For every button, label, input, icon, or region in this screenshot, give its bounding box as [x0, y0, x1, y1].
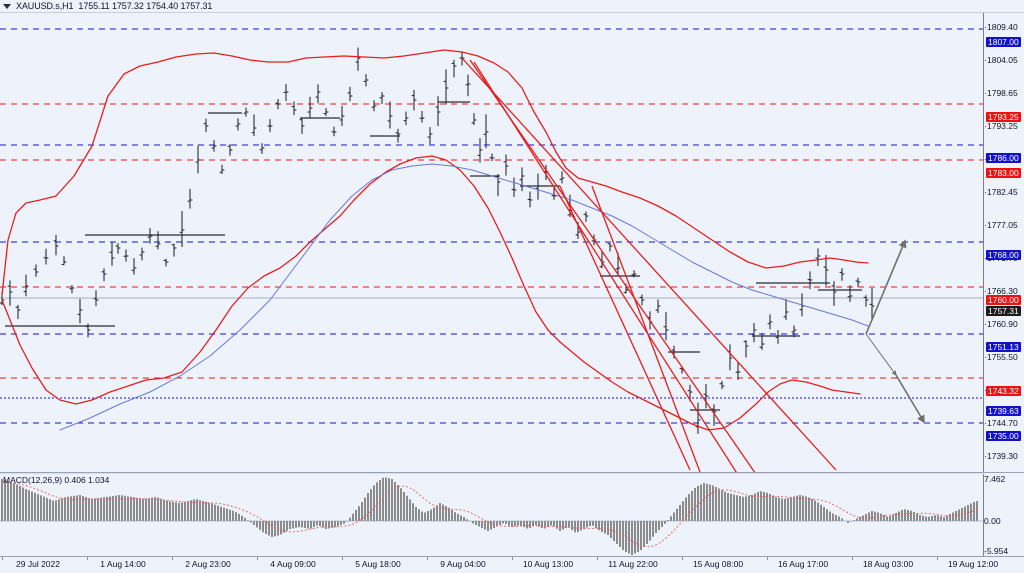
lower-band: [1, 155, 861, 431]
trend-line: [559, 185, 691, 471]
ohlc-values: 1755.11 1757.32 1754.40 1757.31: [78, 1, 213, 11]
macd-tick: -5.954: [984, 546, 1009, 556]
price-tick: ·1760.90: [984, 319, 1018, 329]
upper-band: [1, 49, 869, 296]
time-gridline: [257, 557, 258, 560]
price-tick: ·1782.45: [984, 187, 1018, 197]
price-level-tag[interactable]: 1786.00: [986, 153, 1021, 163]
price-level-tag[interactable]: 1751.13: [986, 342, 1021, 352]
time-gridline: [512, 557, 513, 560]
trend-line: [591, 185, 701, 472]
time-label: 5 Aug 18:00: [355, 559, 401, 569]
time-gridline: [767, 557, 768, 560]
time-label: 11 Aug 22:00: [608, 559, 658, 569]
chart-header-bar[interactable]: XAUUSD.s,H1 1755.11 1757.32 1754.40 1757…: [0, 0, 1024, 13]
projection-arrow: [895, 374, 925, 424]
time-gridline: [342, 557, 343, 560]
time-gridline: [427, 557, 428, 560]
price-tick: ·1739.30: [984, 451, 1018, 461]
price-level-tag[interactable]: 1735.00: [986, 431, 1021, 441]
time-label: 29 Jul 2022: [16, 559, 60, 569]
time-gridline: [2, 557, 3, 560]
projection-arrow: [865, 239, 907, 335]
price-level-tag[interactable]: 1768.00: [986, 250, 1021, 260]
price-level-tag[interactable]: 1743.32: [986, 386, 1021, 396]
time-label: 10 Aug 13:00: [522, 559, 574, 569]
panel-separator-inner: [0, 473, 984, 474]
macd-axis-spine: [983, 474, 984, 556]
macd-signal-line: [1, 481, 979, 548]
price-tick: ·1777.05: [984, 220, 1018, 230]
macd-chart-canvas: [0, 477, 984, 555]
price-tick: ·1804.05: [984, 55, 1018, 65]
price-tick: ·1755.50: [984, 352, 1018, 362]
caret-down-icon[interactable]: [3, 3, 11, 9]
price-tick: ·1798.65: [984, 88, 1018, 98]
time-label: 2 Aug 23:00: [185, 559, 231, 569]
macd-tick: 7.462: [984, 474, 1006, 484]
time-label: 16 Aug 17:00: [777, 559, 829, 569]
trend-line: [461, 57, 837, 471]
time-label: 9 Aug 04:00: [440, 559, 486, 569]
price-scale[interactable]: ·1809.40·1804.05·1798.65·1793.25·1787.85…: [984, 13, 1024, 527]
symbol-label: XAUUSD.s,H1: [16, 1, 74, 11]
time-gridline: [682, 557, 683, 560]
panel-separator: [0, 472, 1024, 473]
price-level-tag[interactable]: 1793.25: [986, 112, 1021, 122]
time-label: 4 Aug 09:00: [270, 559, 316, 569]
time-gridline: [172, 557, 173, 560]
time-label: 1 Aug 14:00: [100, 559, 146, 569]
projection-arrow: [865, 333, 897, 376]
ohlc-bars: [0, 47, 875, 434]
trend-line: [473, 61, 737, 472]
time-scale[interactable]: 29 Jul 2022 1 Aug 14:00 2 Aug 23:00 4 Aug 0…: [0, 557, 1024, 573]
time-gridline: [937, 557, 938, 560]
time-axis-spine: [0, 556, 1024, 557]
price-chart-panel[interactable]: [0, 13, 984, 472]
macd-scale[interactable]: 7.462 0.00 -5.954: [984, 474, 1024, 556]
price-level-tag[interactable]: 1760.00: [986, 295, 1021, 305]
price-axis-spine: [983, 13, 984, 472]
macd-chart-panel[interactable]: [0, 474, 984, 556]
price-chart-canvas: [0, 28, 984, 472]
macd-tick: 0.00: [984, 516, 1001, 526]
macd-indicator-label: MACD(12,26,9) 0.406 1.034: [3, 475, 110, 485]
price-tick: ·1744.70: [984, 418, 1018, 428]
price-level-tag[interactable]: 1739.63: [986, 406, 1021, 416]
time-label: 18 Aug 03:00: [862, 559, 914, 569]
price-tick: ·1793.25: [984, 121, 1018, 131]
current-price-tag[interactable]: 1757.31: [986, 306, 1021, 316]
time-gridline: [852, 557, 853, 560]
time-gridline: [597, 557, 598, 560]
macd-histogram: [1, 477, 978, 555]
price-tick: ·1809.40: [984, 22, 1018, 32]
time-gridline: [87, 557, 88, 560]
price-tick: ·1766.30: [984, 286, 1018, 296]
time-label: 19 Aug 12:00: [947, 559, 999, 569]
moving-average: [59, 163, 869, 431]
price-level-tag[interactable]: 1807.00: [986, 37, 1021, 47]
time-label: 15 Aug 08:00: [692, 559, 744, 569]
price-level-tag[interactable]: 1783.00: [986, 168, 1021, 178]
trend-line: [469, 59, 756, 472]
